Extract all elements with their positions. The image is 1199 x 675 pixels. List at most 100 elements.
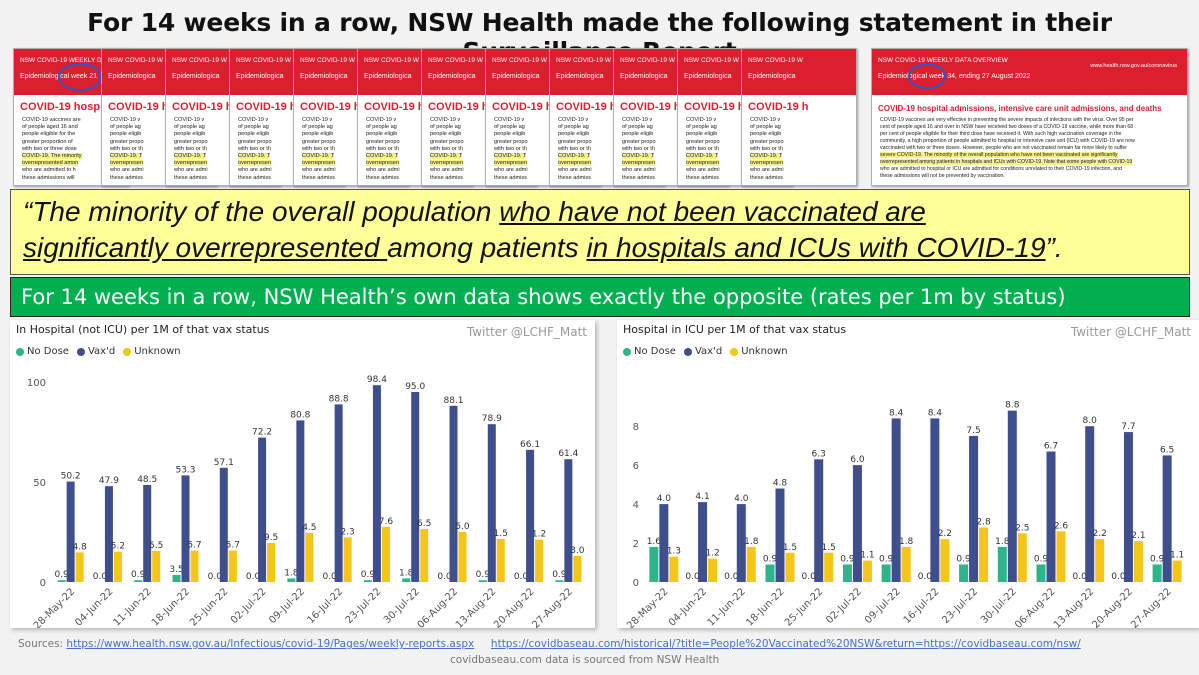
report-bullet-line: COVID-19 v <box>558 117 589 123</box>
source-link-covidbase[interactable]: https://covidbaseau.com/historical/?titl… <box>490 638 1081 650</box>
report-epi-week: Epidemiologica <box>172 73 220 80</box>
report-bullet-line: COVID-19. T <box>110 153 143 160</box>
bar-unknown <box>1172 560 1182 582</box>
report-bullet-text: COVID-19 vaccines are of people aged 16 a… <box>22 117 128 182</box>
report-bullet-line: greater propo <box>174 138 208 145</box>
sources-note: covidbaseau.com data is sourced from NSW… <box>450 654 720 666</box>
report-bullet-line: with two or th <box>238 145 271 152</box>
report-bullet-line: greater propo <box>750 138 784 145</box>
report-excerpts: NSW COVID-19 WEEKLY DATA OVERVIEW Epidemi… <box>13 48 1188 188</box>
y-tick-label: 0 <box>633 578 639 589</box>
report-bullet-line: with two or th <box>686 145 719 152</box>
report-bullet-line: overrepresen <box>558 160 591 167</box>
report-bullet-text: COVID-19 vaccines are very effective in … <box>880 117 1187 180</box>
report-bullet-text: COVID-19 v of people ag people eligib great… <box>174 117 280 182</box>
x-tick-label: 02-Jul-22 <box>229 586 269 626</box>
data-label: 6.5 <box>1160 445 1174 455</box>
data-label: 48.5 <box>137 475 157 485</box>
report-bullet-line: these admissions will <box>22 174 75 181</box>
report-bullet-line: COVID-19 v <box>238 117 269 123</box>
bar-unknown <box>573 556 582 582</box>
data-label: 1.2 <box>532 530 546 540</box>
bar-unknown <box>420 529 429 582</box>
bar-vaxd <box>1007 410 1017 582</box>
bar-vaxd <box>334 404 343 582</box>
bar-nodose <box>287 578 296 582</box>
report-bullet-line: these admiss <box>430 174 463 181</box>
report-bullet-text: COVID-19 v of people ag people eligib great… <box>366 117 472 182</box>
report-bullet-line: COVID-19 vaccines are <box>22 117 81 123</box>
x-tick-label: 11-Jun-22 <box>112 586 154 628</box>
bar-vaxd <box>219 467 228 582</box>
bar-vaxd <box>814 459 824 582</box>
source-link-nsw[interactable]: https://www.health.nsw.gov.au/Infectious… <box>66 638 475 650</box>
bar-vaxd <box>736 504 746 582</box>
report-bullet-line: of people ag <box>494 124 525 131</box>
report-bullet-line: these admiss <box>494 174 527 181</box>
y-tick-label: 8 <box>633 422 639 433</box>
report-heading: COVID-19 h <box>108 101 169 113</box>
bar-unknown <box>113 551 122 582</box>
bar-nodose <box>57 580 66 582</box>
report-bullet-line: these admiss <box>110 174 143 181</box>
report-epi-week: Epidemiologica <box>108 73 156 80</box>
bar-unknown <box>305 533 314 582</box>
bar-unknown <box>496 539 505 582</box>
report-heading: COVID-19 h <box>620 101 681 113</box>
data-label: 2.1 <box>1131 531 1145 541</box>
bar-vaxd <box>296 420 305 582</box>
report-header-title: NSW COVID-19 W <box>620 57 675 64</box>
x-tick-label: 27-Aug-22 <box>1129 586 1174 628</box>
report-page: NSW COVID-19 W Epidemiologica COVID-19 h CO… <box>741 48 857 186</box>
report-bullet-line: greater propo <box>366 138 400 145</box>
report-bullet-line: overrepresen <box>366 160 399 167</box>
data-label: 1.8 <box>399 568 414 578</box>
x-tick-label: 18-Jun-22 <box>150 586 192 628</box>
data-label: 2.8 <box>976 517 991 527</box>
report-bullet-line: who are admi <box>494 167 528 174</box>
report-bullet-line: these admiss <box>686 174 719 181</box>
data-label: 0.0 <box>437 572 452 582</box>
data-label: 0.0 <box>246 572 261 582</box>
report-bullet-line: COVID-19. The minority <box>22 153 82 160</box>
data-label: 3.5 <box>169 565 183 575</box>
bar-nodose <box>363 580 372 582</box>
data-label: 4.1 <box>695 492 709 502</box>
bar-vaxd <box>258 437 267 582</box>
bar-vaxd <box>930 418 940 582</box>
report-heading: COVID-19 hospital admissions, intensive … <box>878 104 1162 113</box>
bar-unknown <box>862 560 872 582</box>
report-bullet-text: COVID-19 v of people ag people eligib great… <box>110 117 216 182</box>
report-bullet-line: who are admi <box>174 167 208 174</box>
report-bullet-line: COVID-19 v <box>174 117 205 123</box>
data-label: 2.6 <box>1054 521 1069 531</box>
data-label: 6.7 <box>1044 442 1058 452</box>
bar-nodose <box>881 564 891 582</box>
bar-vaxd <box>891 418 901 582</box>
data-label: 0.9 <box>476 570 491 580</box>
legend-swatch <box>16 347 24 356</box>
report-bullet-line: greater propo <box>622 138 656 145</box>
report-bullet-line: overrepresen <box>494 160 527 167</box>
icu-chart-panel: 0 2 4 6 8 1.6 4.0 1.3 28-May-22 0.0 4.1 1.2 04-Jun-2… <box>617 320 1199 628</box>
y-tick-label: 50 <box>33 478 46 489</box>
report-bullet-line: these admiss <box>750 174 783 181</box>
bar-unknown <box>1056 531 1066 582</box>
report-bullet-line: of people ag <box>558 124 589 131</box>
x-tick-label: 30-Jul-22 <box>382 586 422 626</box>
data-label: 0.0 <box>1073 572 1088 582</box>
report-bullet-line: with two or th <box>558 145 591 152</box>
report-bullet-text: COVID-19 v of people ag people eligib great… <box>686 117 792 182</box>
report-bullet-line: with two or th <box>750 145 783 152</box>
data-label: 0.9 <box>840 554 855 564</box>
report-epi-week: Epidemiologica <box>620 73 668 80</box>
x-tick-label: 28-May-22 <box>32 586 77 628</box>
report-header-title: NSW COVID-19 WEEKLY DATA OVERVIEW <box>20 57 128 64</box>
report-header-title: NSW COVID-19 W <box>172 57 227 64</box>
bar-unknown <box>343 537 352 582</box>
data-label: 4.8 <box>773 479 788 489</box>
data-label: 1.5 <box>494 529 508 539</box>
bar-unknown <box>228 550 237 582</box>
report-epi-week: Epidemiologica <box>492 73 540 80</box>
report-header-title: NSW COVID-19 W <box>748 57 803 64</box>
